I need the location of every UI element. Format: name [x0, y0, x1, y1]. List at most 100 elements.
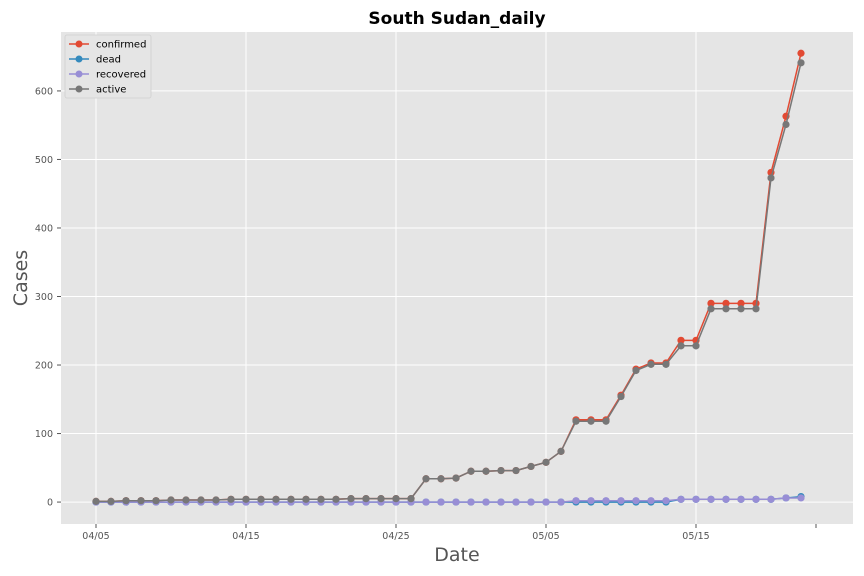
data-point: [572, 417, 580, 425]
data-point: [197, 496, 205, 504]
data-point: [347, 495, 355, 503]
data-point: [767, 495, 775, 503]
data-point: [587, 417, 595, 425]
grid-lines: [61, 32, 853, 524]
data-point: [512, 466, 520, 475]
data-point: [392, 495, 400, 503]
legend-marker: [75, 70, 83, 78]
data-point: [407, 495, 415, 503]
data-point: [287, 495, 295, 503]
data-point: [497, 466, 505, 475]
data-point: [467, 467, 475, 475]
data-point: [797, 49, 805, 57]
data-point: [542, 498, 550, 506]
data-point: [557, 447, 565, 455]
data-point: [332, 495, 340, 503]
y-tick-label: 300: [35, 292, 53, 303]
x-tick-label: 05/05: [532, 531, 559, 542]
data-point: [722, 305, 730, 313]
legend-marker: [75, 85, 83, 93]
data-point: [527, 498, 535, 506]
series-active: [92, 59, 805, 505]
data-point: [737, 299, 745, 307]
y-tick-label: 100: [35, 429, 53, 440]
data-point: [707, 305, 715, 313]
data-point: [797, 494, 805, 502]
data-point: [212, 496, 220, 504]
data-point: [482, 467, 490, 475]
data-point: [782, 494, 790, 502]
data-point: [167, 496, 175, 504]
data-point: [662, 497, 670, 505]
data-point: [602, 497, 610, 505]
data-point: [617, 392, 625, 401]
legend-box: [64, 34, 152, 99]
x-tick-label: 04/15: [232, 531, 259, 542]
data-point: [452, 474, 460, 482]
data-point: [692, 495, 700, 503]
data-point: [482, 498, 490, 506]
data-point: [737, 305, 745, 313]
data-point: [797, 59, 805, 67]
data-point: [257, 495, 265, 503]
data-point: [752, 305, 760, 313]
data-point: [767, 174, 775, 182]
legend-label: active: [96, 85, 126, 96]
y-tick-label: 0: [47, 498, 53, 509]
data-point: [692, 342, 700, 350]
data-point: [437, 498, 445, 506]
data-point: [437, 475, 445, 483]
data-point: [752, 495, 760, 503]
data-point: [587, 497, 595, 505]
data-point: [647, 497, 655, 505]
chart-title: South Sudan_daily: [368, 9, 545, 29]
data-point: [182, 496, 190, 504]
data-point: [272, 495, 280, 503]
data-point: [137, 497, 145, 505]
x-tick-label: 04/05: [82, 531, 109, 542]
data-point: [422, 475, 430, 483]
axis-ticks: 0 100 200 300 400 500 600 04/05 04/15 04/25 05/05 0…: [35, 86, 817, 542]
data-point: [467, 498, 475, 506]
y-tick-label: 500: [35, 155, 53, 166]
legend-marker: [75, 55, 83, 63]
y-tick-label: 200: [35, 361, 53, 372]
data-point: [677, 495, 685, 503]
data-point: [227, 495, 235, 503]
data-point: [107, 497, 115, 505]
data-point: [512, 498, 520, 506]
data-point: [647, 360, 655, 368]
x-tick-label: 04/25: [382, 531, 409, 542]
y-tick-label: 400: [35, 223, 53, 234]
data-point: [677, 336, 685, 344]
data-point: [542, 458, 550, 466]
data-point: [722, 299, 730, 307]
legend-marker: [75, 40, 83, 48]
plot-area: [61, 32, 853, 524]
data-point: [632, 366, 640, 375]
x-tick-label: 05/15: [682, 531, 709, 542]
data-point: [302, 495, 310, 503]
data-point: [242, 495, 250, 503]
data-point: [677, 342, 685, 350]
data-point: [452, 498, 460, 506]
data-point: [617, 497, 625, 505]
data-point: [152, 497, 160, 505]
data-point: [662, 360, 670, 368]
series-layer: [92, 49, 805, 506]
legend-label: recovered: [96, 70, 146, 81]
data-point: [92, 497, 100, 505]
data-point: [422, 498, 430, 506]
data-point: [377, 495, 385, 503]
data-point: [497, 498, 505, 506]
data-point: [632, 497, 640, 505]
data-point: [122, 497, 130, 505]
y-tick-label: 600: [35, 86, 53, 97]
data-point: [602, 417, 610, 425]
data-point: [737, 495, 745, 503]
legend-label: dead: [96, 55, 121, 66]
data-point: [782, 120, 790, 129]
legend: confirmed dead recovered active: [64, 34, 152, 99]
